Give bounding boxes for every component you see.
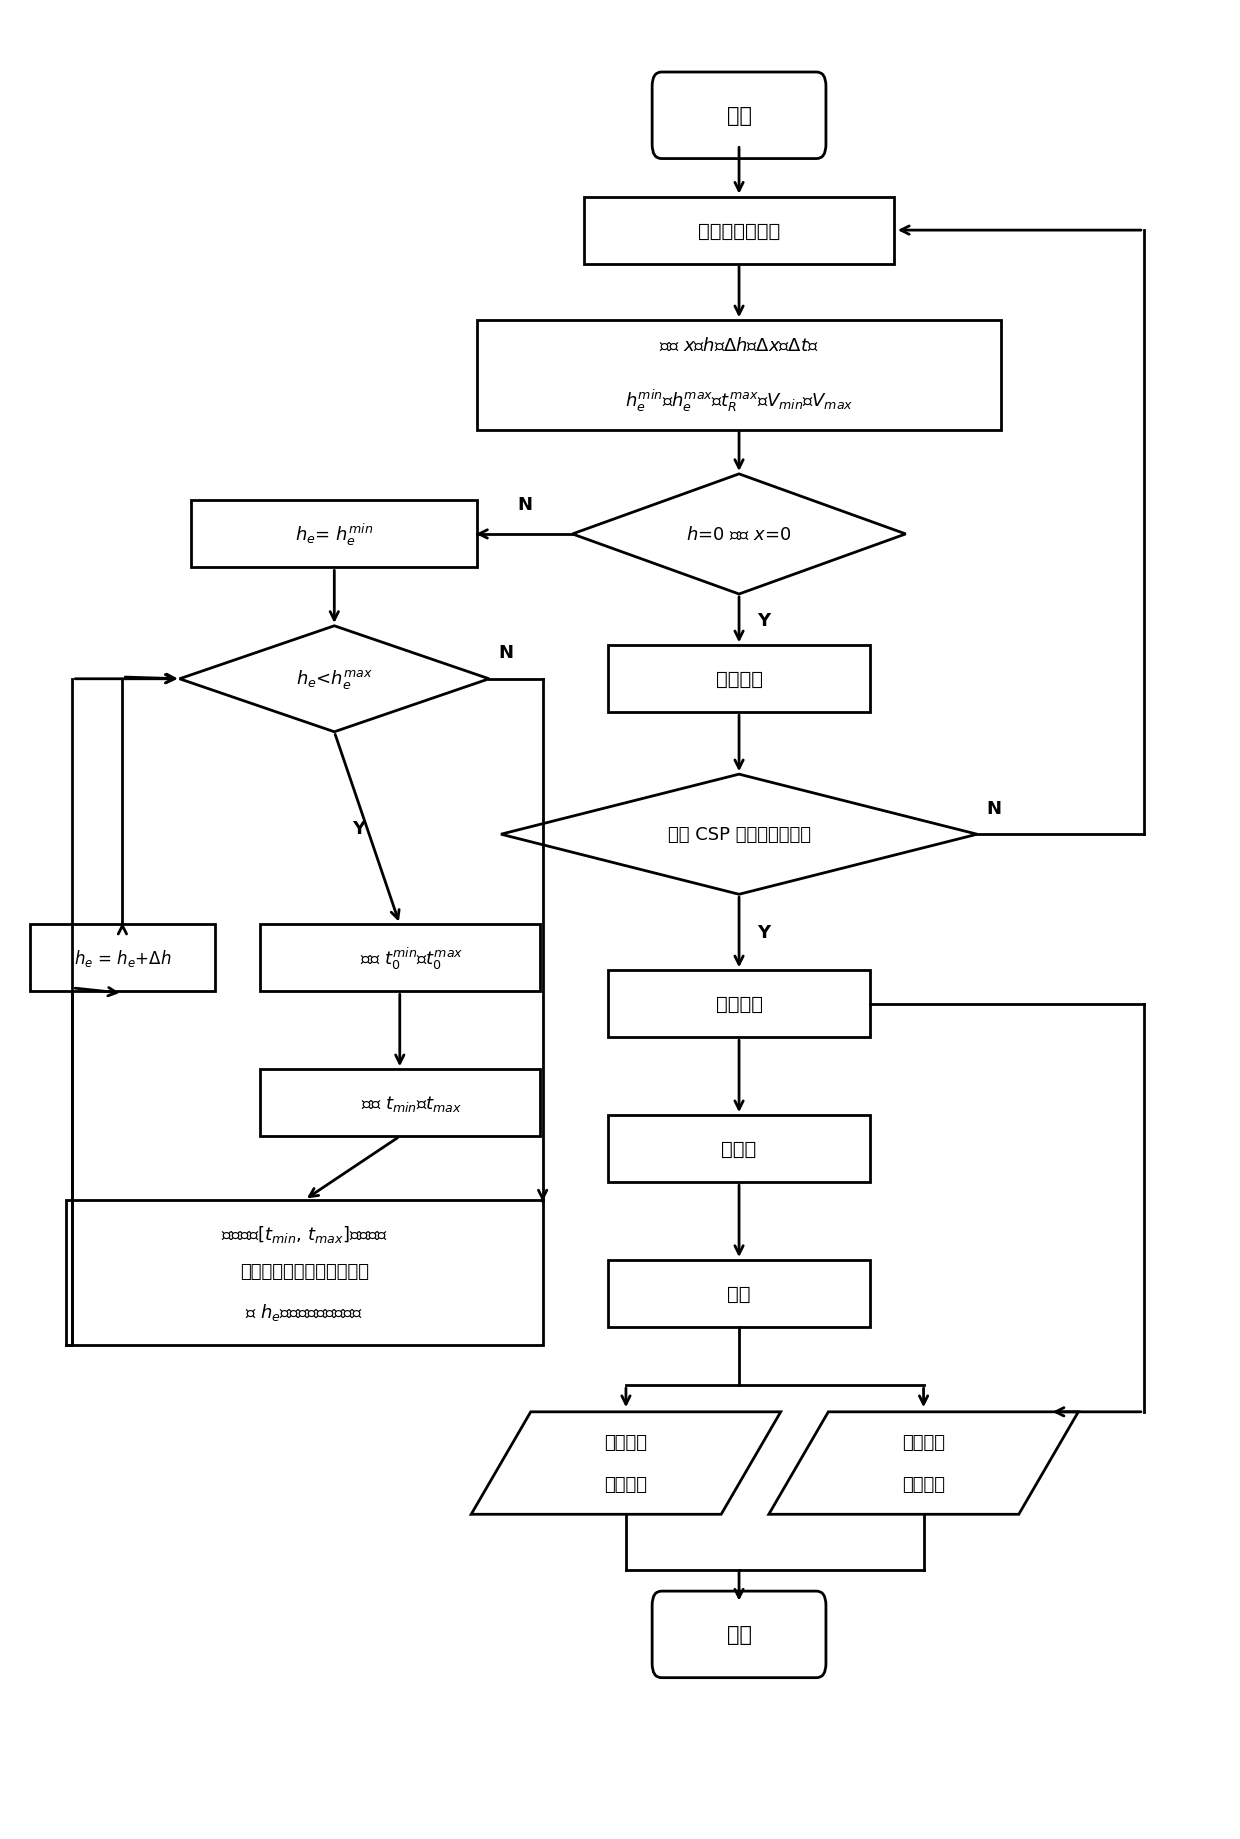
Text: 计算 $t_{min}$、$t_{max}$: 计算 $t_{min}$、$t_{max}$ <box>361 1092 463 1113</box>
Text: 动校正: 动校正 <box>722 1140 756 1159</box>
Text: $h_e$<$h_e^{max}$: $h_e$<$h_e^{max}$ <box>296 668 373 691</box>
Bar <box>477 322 1001 430</box>
Polygon shape <box>180 627 489 732</box>
Text: 到 $h_e$的共散射点记录道上: 到 $h_e$的共散射点记录道上 <box>246 1300 363 1322</box>
Text: N: N <box>517 495 532 513</box>
Text: 叠加: 叠加 <box>728 1284 750 1304</box>
Bar <box>608 645 870 714</box>
Text: $h_e$= $h_e^{min}$: $h_e$= $h_e^{min}$ <box>295 522 373 548</box>
Text: Y: Y <box>756 611 770 629</box>
Text: N: N <box>498 644 513 662</box>
Bar <box>608 971 870 1037</box>
Text: 开始: 开始 <box>727 107 751 127</box>
Text: 整道映射: 整道映射 <box>715 669 763 690</box>
Text: 输出速度: 输出速度 <box>901 1433 945 1451</box>
Text: Y: Y <box>756 923 770 942</box>
Bar <box>30 925 215 991</box>
Text: 将输入道[$t_{min}$, $t_{max}$]区间内的: 将输入道[$t_{min}$, $t_{max}$]区间内的 <box>221 1223 388 1245</box>
Bar <box>260 1070 539 1137</box>
Polygon shape <box>501 774 977 896</box>
Text: N: N <box>987 800 1002 817</box>
Text: $h_e$ = $h_e$+$\Delta h$: $h_e$ = $h_e$+$\Delta h$ <box>73 947 171 969</box>
Text: 读入输入道数据: 读入输入道数据 <box>698 221 780 241</box>
Polygon shape <box>769 1412 1079 1515</box>
FancyBboxPatch shape <box>652 1591 826 1677</box>
Polygon shape <box>573 474 905 594</box>
Bar <box>608 1116 870 1182</box>
Text: 计算 $t_0^{min}$、$t_0^{max}$: 计算 $t_0^{min}$、$t_0^{max}$ <box>360 945 464 971</box>
Bar <box>191 500 477 568</box>
Text: 结束: 结束 <box>727 1624 751 1644</box>
Text: $h$=0 或者 $x$=0: $h$=0 或者 $x$=0 <box>687 526 791 544</box>
Text: 成像剖面: 成像剖面 <box>604 1475 647 1493</box>
Text: 波场值整体无时移搬家叠加: 波场值整体无时移搬家叠加 <box>241 1262 370 1280</box>
Polygon shape <box>471 1412 781 1515</box>
Bar <box>584 197 894 265</box>
FancyBboxPatch shape <box>652 74 826 160</box>
Text: 速度分析: 速度分析 <box>715 995 763 1013</box>
Bar <box>67 1201 543 1344</box>
Text: $h_e^{min}$、$h_e^{max}$、$t_R^{max}$、$V_{min}$、$V_{max}$: $h_e^{min}$、$h_e^{max}$、$t_R^{max}$、$V_{… <box>625 388 853 414</box>
Bar <box>260 925 539 991</box>
Text: 确定 $x$、$h$、$\Delta h$、$\Delta x$、$\Delta t$、: 确定 $x$、$h$、$\Delta h$、$\Delta x$、$\Delta… <box>660 337 818 355</box>
Text: 输出偏移: 输出偏移 <box>604 1433 647 1451</box>
Text: Y: Y <box>352 820 366 837</box>
Text: 所有 CSP 道集已映射完成: 所有 CSP 道集已映射完成 <box>667 826 811 844</box>
Bar <box>608 1260 870 1328</box>
Text: 分析结果: 分析结果 <box>901 1475 945 1493</box>
